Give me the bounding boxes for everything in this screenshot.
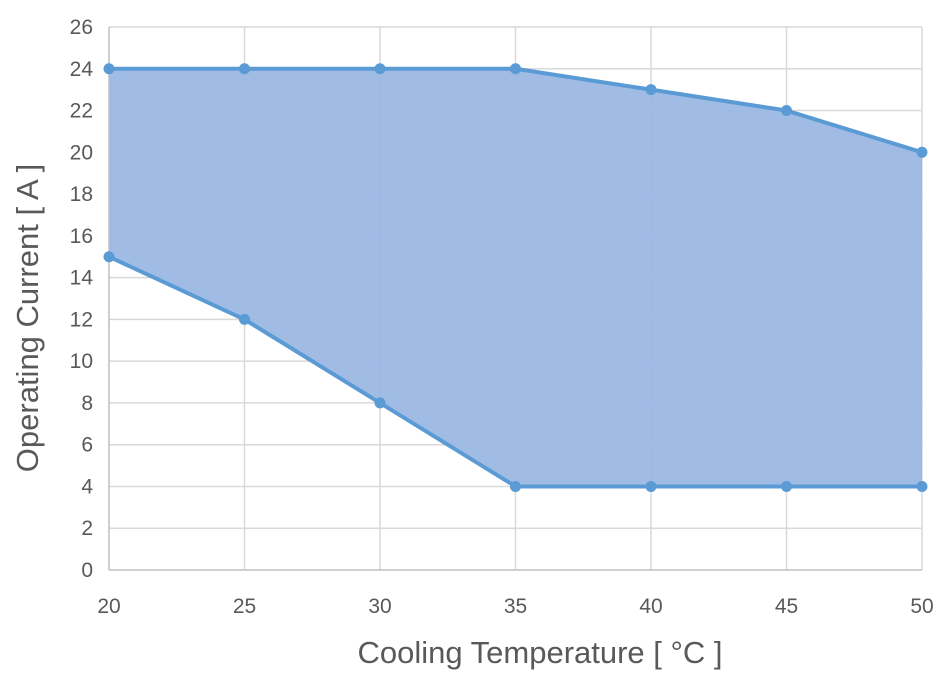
y-tick-label: 8	[81, 392, 93, 415]
y-tick-label: 0	[81, 559, 93, 582]
y-tick-label: 26	[70, 16, 93, 39]
lower-limit-point	[916, 480, 928, 492]
upper-limit-point	[510, 63, 521, 75]
x-tick-label: 30	[368, 595, 391, 618]
y-tick-label: 6	[81, 434, 93, 457]
operating-region-fill	[109, 68, 922, 487]
y-tick-label: 20	[70, 141, 93, 164]
x-tick-label: 25	[233, 595, 256, 618]
upper-limit-point	[239, 63, 250, 75]
y-tick-label: 10	[70, 350, 93, 373]
y-tick-label: 4	[81, 475, 93, 498]
operating-area	[109, 68, 922, 487]
lower-limit-point	[645, 480, 657, 492]
x-tick-label: 50	[910, 595, 933, 618]
upper-limit-point	[374, 63, 386, 75]
upper-limit-point	[781, 105, 792, 117]
y-tick-label: 22	[70, 100, 93, 123]
lower-limit-point	[103, 251, 115, 263]
data-points	[103, 63, 928, 492]
axes	[108, 27, 922, 571]
upper-limit-point	[103, 63, 115, 75]
y-tick-label: 18	[70, 183, 93, 206]
x-tick-label: 20	[97, 595, 120, 618]
x-tick-label: 45	[775, 595, 798, 618]
lower-limit-point	[510, 480, 521, 492]
y-axis-title: Operating Current [ A ]	[10, 164, 45, 472]
lower-limit-point	[781, 480, 792, 492]
upper-limit-point	[916, 146, 928, 158]
lower-limit-point	[374, 397, 386, 409]
upper-limit-point	[645, 84, 657, 96]
y-tick-label: 2	[81, 517, 93, 540]
x-axis-title: Cooling Temperature [ °C ]	[357, 635, 722, 670]
x-tick-label: 40	[639, 595, 662, 618]
y-tick-label: 12	[70, 308, 93, 331]
y-tick-label: 24	[70, 58, 94, 81]
x-tick-label: 35	[504, 595, 527, 618]
y-tick-label: 16	[70, 225, 93, 248]
lower-limit-point	[239, 313, 250, 325]
y-tick-label: 14	[70, 267, 94, 290]
